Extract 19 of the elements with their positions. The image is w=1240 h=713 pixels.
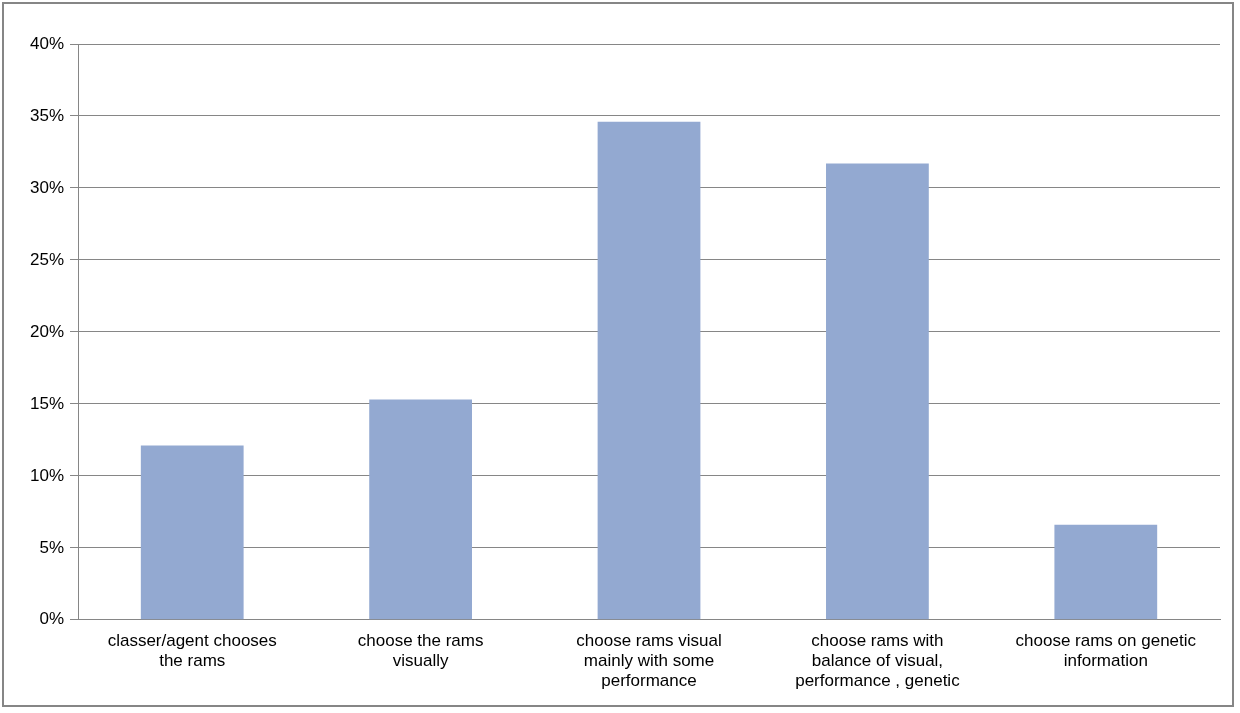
x-tick-label: choose rams visual mainly with some performance [576, 630, 722, 691]
y-tick-label: 5% [39, 537, 65, 557]
y-tick-label: 15% [29, 393, 65, 413]
bar [1054, 524, 1158, 620]
y-tick-label: 35% [29, 105, 65, 125]
x-tick-label: classer/agent chooses the rams [107, 630, 277, 671]
y-tick-label: 10% [29, 465, 65, 485]
y-tick-label: 20% [29, 321, 65, 341]
bar [597, 121, 701, 620]
y-tick-label: 40% [29, 33, 65, 53]
bar [826, 163, 929, 620]
y-tick-label: 30% [29, 177, 65, 197]
bar [369, 399, 473, 620]
y-tick-label: 0% [39, 609, 65, 629]
bar [140, 445, 244, 620]
x-tick-label: choose rams on genetic information [1015, 630, 1197, 671]
x-tick-label: choose rams with balance of visual, performance , genetic [795, 630, 961, 691]
y-tick-label: 25% [29, 249, 65, 269]
x-tick-label: choose the rams visually [357, 630, 484, 671]
